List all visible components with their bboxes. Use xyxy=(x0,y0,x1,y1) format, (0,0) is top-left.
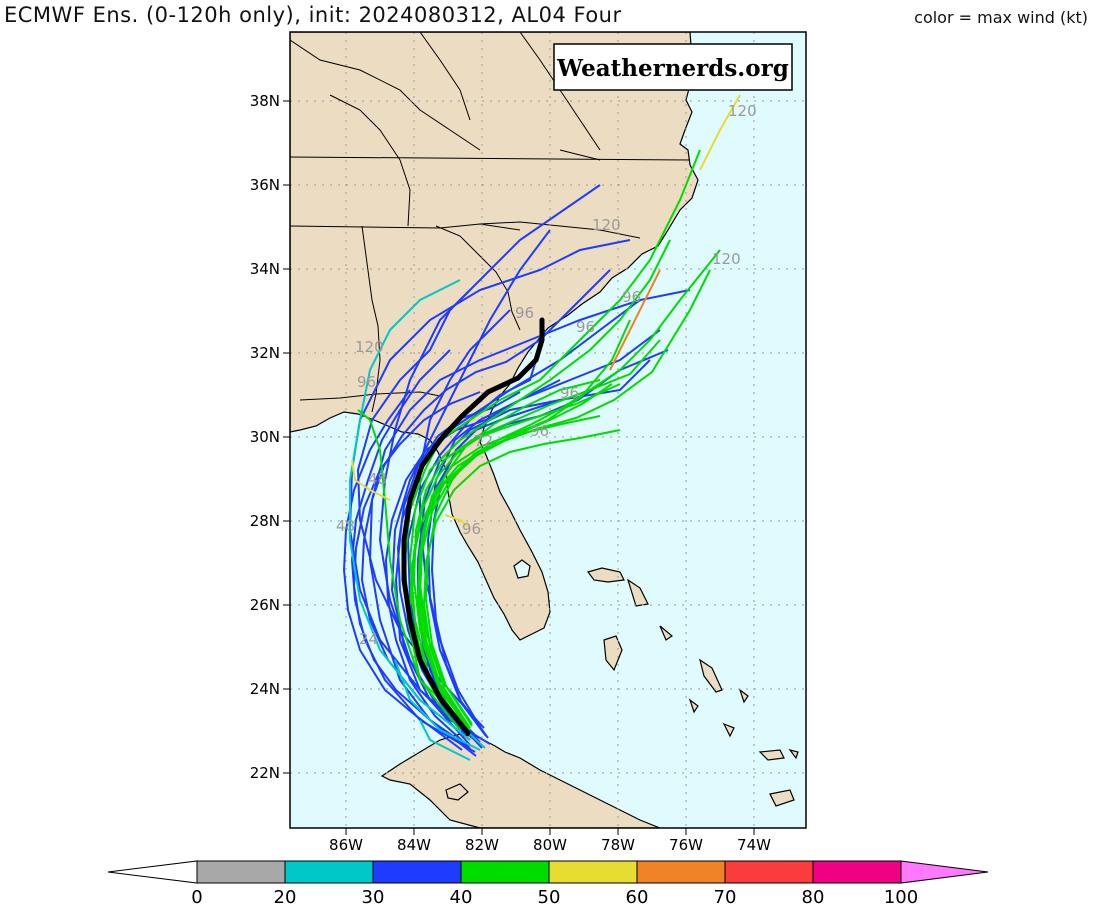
colorbar xyxy=(107,860,989,884)
lat-tick-label: 22N xyxy=(250,764,280,782)
colorbar-over-arrow xyxy=(900,860,989,884)
state-borders xyxy=(290,32,691,413)
lat-tick-label: 28N xyxy=(250,512,280,530)
watermark: Weathernerds.org xyxy=(553,43,793,91)
bahamas xyxy=(586,567,799,807)
lon-ticks: 86W 84W 82W 80W 78W 76W 74W xyxy=(329,828,771,854)
lat-tick-label: 36N xyxy=(250,176,280,194)
us-mainland xyxy=(290,32,699,641)
hour-label: 96 xyxy=(530,422,549,440)
lon-tick-label: 84W xyxy=(397,836,431,854)
lon-tick-label: 80W xyxy=(533,836,567,854)
hour-label: 96 xyxy=(576,318,595,336)
lat-tick-label: 34N xyxy=(250,260,280,278)
colorbar-segment xyxy=(548,860,638,884)
map-frame xyxy=(289,31,807,829)
hour-label: 120 xyxy=(712,250,741,268)
hour-label: 96 xyxy=(560,384,579,402)
hour-label: 48 xyxy=(336,517,355,535)
lat-tick-label: 26N xyxy=(250,596,280,614)
lon-tick-label: 74W xyxy=(737,836,771,854)
lat-ticks: 22N 24N 26N 28N 30N 32N 34N 36N 38N xyxy=(250,92,290,782)
isla-juventud xyxy=(445,783,469,801)
ensemble-tracks xyxy=(342,94,741,761)
hour-label: 96 xyxy=(462,520,481,538)
lon-tick-label: 82W xyxy=(465,836,499,854)
forecast-hour-labels: 120 120 120 120 96 96 96 96 96 96 96 72 … xyxy=(336,102,757,648)
graticule xyxy=(290,32,806,828)
hour-label: 72 xyxy=(474,432,493,450)
colorbar-tick-label: 60 xyxy=(626,887,649,906)
chart-title: ECMWF Ens. (0-120h only), init: 20240803… xyxy=(4,3,622,27)
lat-tick-label: 32N xyxy=(250,344,280,362)
hour-label: 24 xyxy=(359,630,378,648)
lon-tick-label: 86W xyxy=(329,836,363,854)
hour-label: 96 xyxy=(357,373,376,391)
colorbar-tick-label: 30 xyxy=(362,887,385,906)
map-area: 120 120 120 120 96 96 96 96 96 96 96 72 … xyxy=(290,32,806,828)
hour-label: 48 xyxy=(368,470,387,488)
colorbar-segment xyxy=(196,860,286,884)
colorbar-segment xyxy=(724,860,814,884)
lat-tick-label: 24N xyxy=(250,680,280,698)
hour-label: 96 xyxy=(622,288,641,306)
lake-okeechobee xyxy=(513,559,531,579)
colorbar-tick-label: 0 xyxy=(191,887,202,906)
colorbar-tick-label: 50 xyxy=(538,887,561,906)
lat-tick-label: 38N xyxy=(250,92,280,110)
mean-track xyxy=(401,317,545,736)
hour-label: 120 xyxy=(592,216,621,234)
hour-label: 96 xyxy=(515,304,534,322)
colorbar-segment xyxy=(460,860,550,884)
colorbar-ticks: 0 20 30 40 50 60 70 80 100 xyxy=(191,887,918,906)
colorbar-segment xyxy=(812,860,902,884)
colorbar-tick-label: 100 xyxy=(884,887,918,906)
hour-label: 120 xyxy=(355,338,384,356)
colorbar-tick-label: 70 xyxy=(714,887,737,906)
lon-tick-label: 76W xyxy=(669,836,703,854)
colorbar-segment xyxy=(372,860,462,884)
lat-tick-label: 30N xyxy=(250,428,280,446)
colorbar-tick-label: 80 xyxy=(802,887,825,906)
watermark-text: Weathernerds.org xyxy=(556,55,789,82)
hour-label: 120 xyxy=(728,102,757,120)
colorbar-segment xyxy=(636,860,726,884)
color-legend-note: color = max wind (kt) xyxy=(914,8,1088,27)
colorbar-under-arrow xyxy=(107,860,198,884)
colorbar-segment xyxy=(284,860,374,884)
colorbar-tick-label: 20 xyxy=(274,887,297,906)
lon-tick-label: 78W xyxy=(601,836,635,854)
colorbar-tick-label: 40 xyxy=(450,887,473,906)
